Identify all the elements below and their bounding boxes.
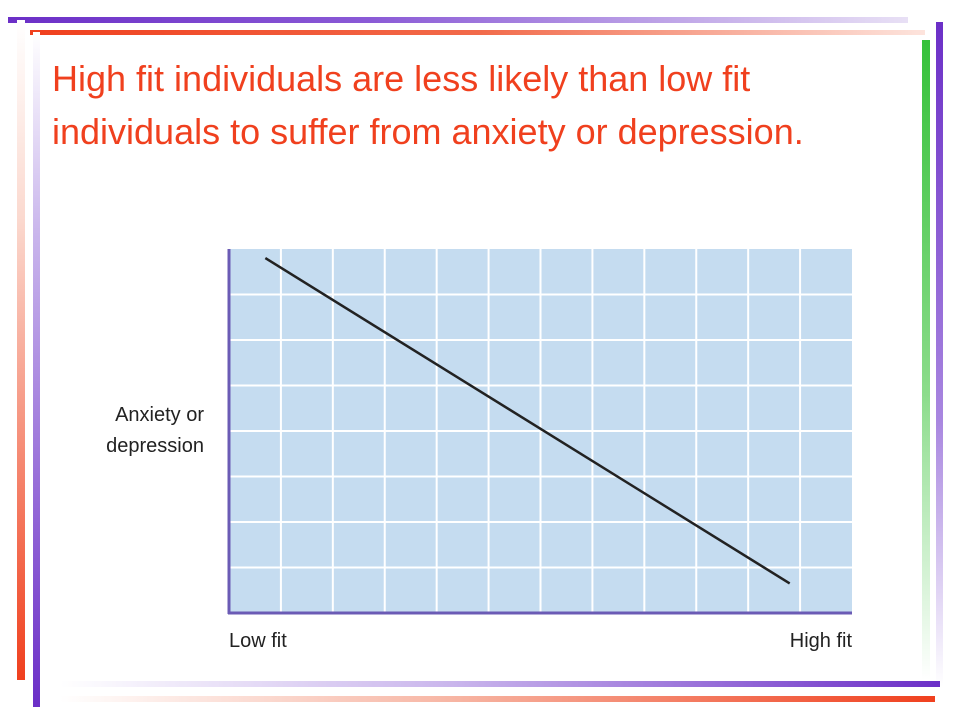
top-purple-accent-bar (8, 17, 908, 23)
right-purple-accent-bar (936, 22, 943, 687)
series-line (264, 257, 791, 585)
bottom-purple-accent-bar (60, 681, 940, 687)
y-axis-label-line-1: Anxiety or (115, 404, 204, 426)
series-group (264, 257, 791, 585)
x-axis-tick-label-low-fit: Low fit (229, 630, 287, 652)
bottom-red-accent-bar (60, 696, 935, 702)
left-purple-accent-bar (33, 32, 40, 707)
top-red-accent-bar (30, 30, 925, 35)
y-axis-label-line-2: depression (106, 435, 204, 457)
left-red-accent-bar (17, 20, 25, 680)
right-green-accent-bar (922, 40, 930, 680)
grid (229, 249, 852, 613)
slide-title: High fit individuals are less likely tha… (52, 58, 804, 152)
x-axis-tick-label-high-fit: High fit (790, 630, 853, 652)
